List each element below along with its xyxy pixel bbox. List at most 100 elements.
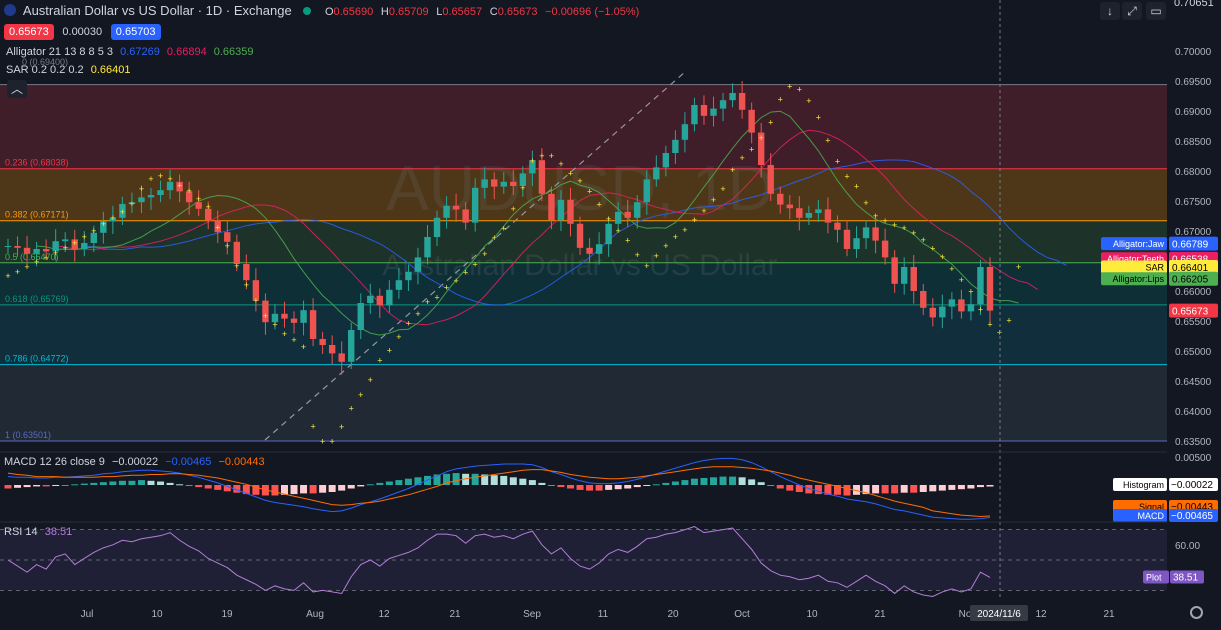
price-axis-tick: 0.67000	[1175, 227, 1212, 238]
candle-body	[328, 345, 336, 354]
candle-body	[872, 227, 879, 241]
trendline-drawing	[264, 71, 686, 441]
sar-dot: +	[511, 204, 516, 214]
macd-histogram-bar	[776, 485, 784, 489]
candle-body	[452, 205, 460, 210]
snapshot-button[interactable]: ▭	[1146, 2, 1166, 20]
macd-histogram-bar	[614, 485, 622, 490]
rsi-axis-tick: 60.00	[1175, 541, 1200, 552]
macd-histogram-bar	[910, 485, 918, 493]
macd-histogram-bar	[195, 485, 203, 488]
sar-dot: +	[730, 165, 735, 175]
buy-button[interactable]: 0.65703	[110, 24, 161, 40]
price-axis-tick: 0.64000	[1175, 407, 1212, 418]
alligator-legend[interactable]: Alligator 21 13 8 8 5 3 0.67269 0.66894 …	[6, 46, 254, 58]
sar-dot: +	[663, 241, 668, 251]
candle-body	[176, 181, 183, 192]
time-axis-tick: 21	[874, 609, 886, 620]
macd-histogram-bar	[833, 485, 841, 495]
arrow-down-icon: ↓	[1107, 4, 1113, 18]
sar-dot: +	[53, 248, 58, 258]
macd-histogram-bar	[976, 485, 984, 488]
download-button[interactable]: ↓	[1100, 2, 1120, 20]
sar-dot: +	[396, 332, 401, 342]
price-tag-label-text: Alligator:Jaw	[1113, 239, 1165, 249]
macd-histogram-bar	[881, 485, 889, 494]
fib-zone	[0, 168, 1167, 221]
macd-histogram-bar	[738, 477, 746, 485]
candle-body	[586, 247, 593, 254]
macd-tag-value	[1169, 509, 1218, 522]
rsi-legend[interactable]: RSI 14 38.51	[4, 526, 72, 538]
sar-dot: +	[940, 252, 945, 262]
price-tag-label	[1101, 237, 1167, 251]
settings-gear-icon[interactable]	[1190, 606, 1203, 619]
macd-histogram-bar	[967, 485, 975, 489]
macd-histogram-bar	[786, 485, 794, 491]
sar-dot: +	[949, 264, 954, 274]
rsi-tag-value-text: 38.51	[1173, 572, 1198, 583]
candle-body	[672, 139, 679, 153]
macd-histogram-bar	[252, 485, 260, 495]
candle-body	[23, 247, 31, 254]
collapse-legend-button[interactable]: ︿	[7, 80, 27, 98]
macd-histogram-bar	[99, 482, 107, 485]
fullscreen-button[interactable]: ⤢	[1122, 2, 1142, 20]
crosshair-date-box	[970, 605, 1028, 621]
macd-histogram-bar	[624, 485, 632, 489]
macd-histogram-bar	[872, 485, 880, 494]
sar-dot: +	[320, 437, 325, 447]
expand-icon: ⤢	[1127, 4, 1137, 18]
macd-tag-value	[1169, 478, 1218, 491]
sar-dot: +	[968, 287, 973, 297]
macd-histogram-bar	[948, 485, 956, 490]
macd-histogram-bar	[547, 485, 555, 486]
macd-histogram-bar	[891, 485, 899, 494]
macd-histogram-bar	[957, 485, 965, 490]
macd-histogram-bar	[814, 485, 822, 495]
sar-dot: +	[272, 320, 277, 330]
candle-body	[81, 243, 88, 249]
sar-dot: +	[349, 404, 354, 414]
time-axis-tick: No	[959, 609, 972, 620]
price-tag-value-text: 0.65673	[1172, 307, 1209, 318]
price-tag-value	[1169, 259, 1218, 274]
crosshair-date-label: 2024/11/6	[977, 609, 1021, 620]
candle-body	[348, 330, 355, 362]
macd-histogram-bar	[538, 482, 546, 485]
price-axis-tick: 0.64500	[1175, 377, 1212, 388]
candle-body	[853, 238, 860, 249]
macd-legend[interactable]: MACD 12 26 close 9 −0.00022 −0.00465 −0.…	[4, 456, 265, 468]
sell-button[interactable]: 0.65673	[4, 24, 54, 40]
macd-histogram-bar	[662, 482, 670, 485]
ohlc-open-key: O	[324, 6, 334, 18]
sar-dot: +	[358, 390, 363, 400]
macd-histogram-bar	[490, 475, 498, 485]
sar-dot: +	[558, 159, 563, 169]
ohlc-open-value: 0.65690	[333, 6, 374, 18]
macd-histogram-bar	[671, 481, 679, 485]
macd-tag-label	[1113, 478, 1167, 491]
sar-dot: +	[225, 241, 230, 251]
alligator-jaw-line	[84, 159, 1067, 306]
macd-histogram-bar	[700, 478, 708, 485]
price-tag-label	[1101, 260, 1167, 274]
sar-dot: +	[291, 335, 296, 345]
ohlc-close-key: C	[489, 6, 498, 18]
sar-legend[interactable]: SAR 0.2 0.2 0.2 0.66401	[6, 64, 131, 76]
macd-histogram-bar	[853, 485, 861, 495]
candle-body	[738, 93, 746, 110]
price-tag-value-text: 0.66401	[1172, 263, 1209, 274]
candle-body	[710, 108, 717, 116]
symbol-title[interactable]: Australian Dollar vs US Dollar · 1D · Ex…	[22, 3, 292, 18]
candle-body	[691, 105, 698, 125]
price-axis-tick: 0.65500	[1175, 317, 1212, 328]
sar-dot: +	[921, 235, 926, 245]
sar-dot: +	[806, 96, 811, 106]
sar-dot: +	[930, 243, 935, 253]
candle-body	[414, 257, 422, 272]
fib-label: 0.382 (0.67171)	[5, 210, 69, 220]
sar-dot: +	[34, 257, 39, 267]
flag-icon	[4, 4, 16, 16]
